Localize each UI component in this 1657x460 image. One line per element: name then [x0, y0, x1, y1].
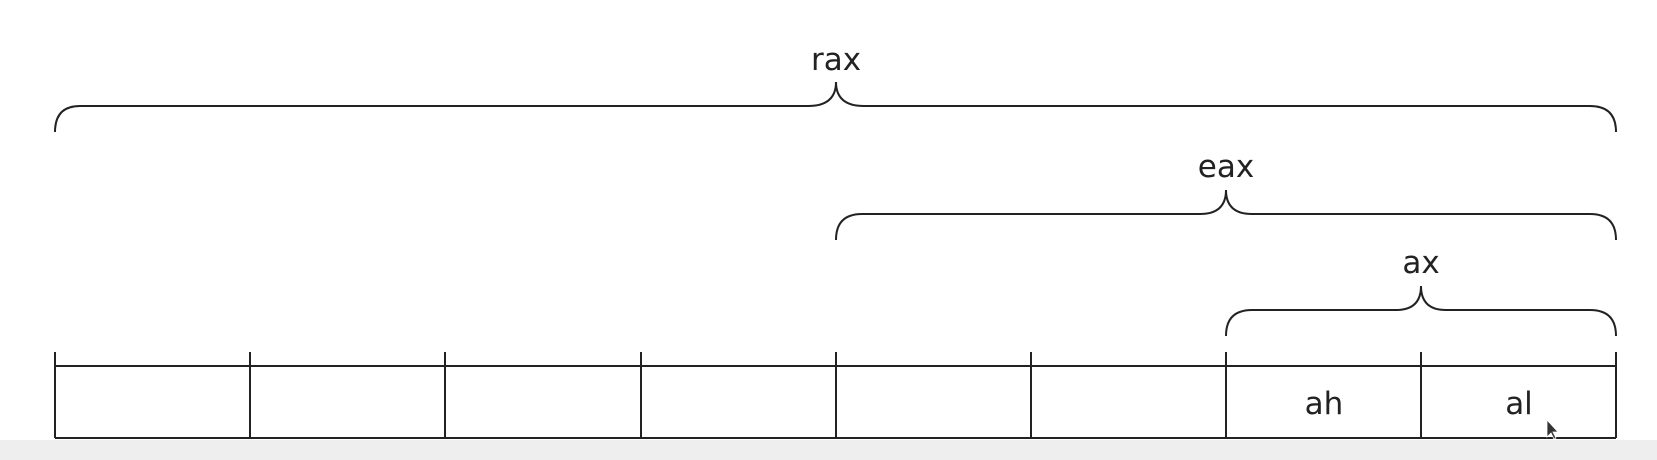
register-bytes [54, 352, 1617, 439]
rax-label: rax [811, 42, 861, 78]
ax-brace [1225, 285, 1617, 337]
al-label: al [1505, 386, 1533, 422]
eax-label: eax [1198, 149, 1254, 185]
rax-brace [54, 81, 1617, 133]
bottom-band [0, 440, 1657, 460]
ah-label: ah [1305, 386, 1344, 422]
mouse-cursor-icon [1546, 418, 1559, 440]
ax-label: ax [1402, 245, 1439, 281]
eax-brace [835, 189, 1617, 241]
